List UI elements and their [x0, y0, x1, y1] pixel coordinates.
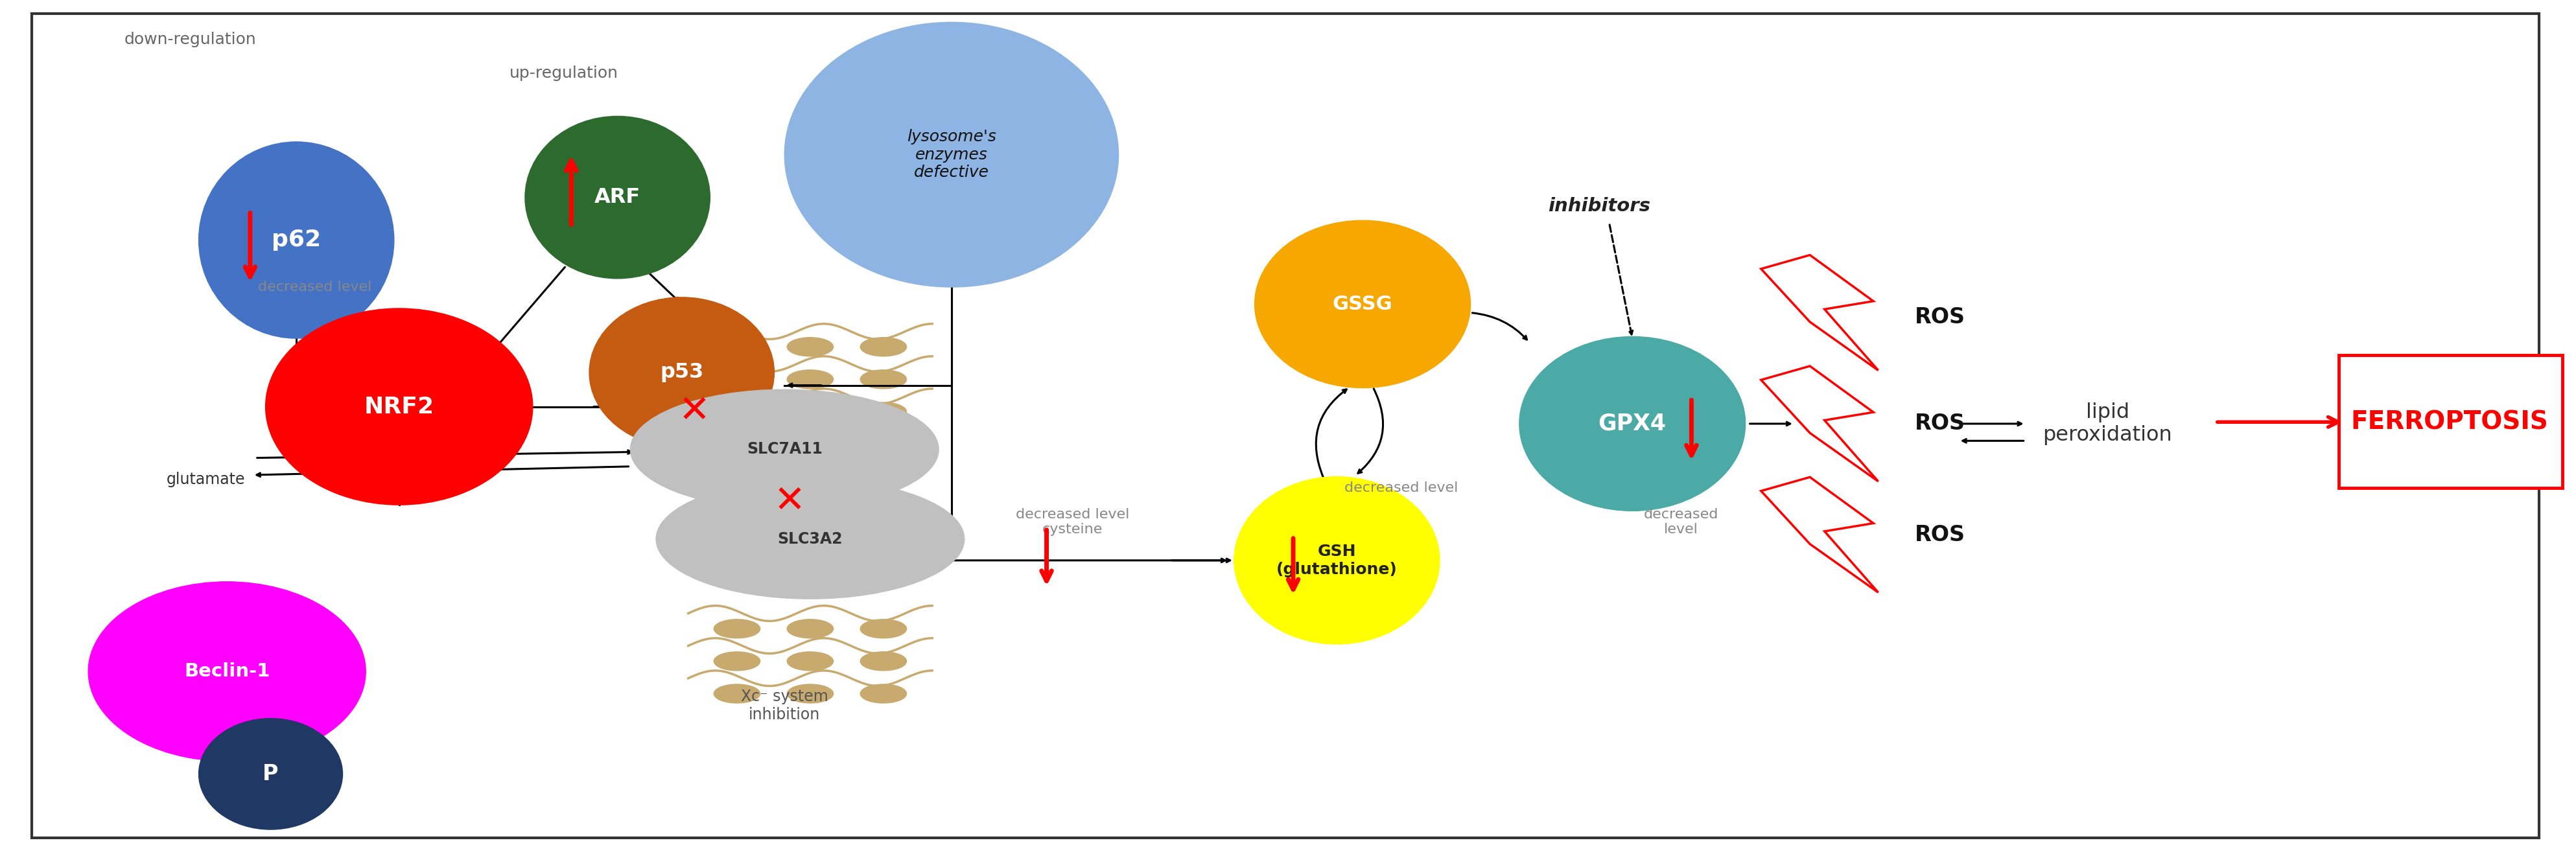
Ellipse shape — [265, 308, 533, 505]
Text: Xc⁻ system
inhibition: Xc⁻ system inhibition — [742, 689, 829, 722]
Text: SLC7A11: SLC7A11 — [747, 442, 822, 457]
Ellipse shape — [714, 370, 760, 389]
Text: ✕: ✕ — [677, 392, 711, 430]
Text: FERROPTOSIS: FERROPTOSIS — [2349, 410, 2548, 434]
Ellipse shape — [590, 297, 775, 448]
Ellipse shape — [788, 684, 832, 703]
Ellipse shape — [1520, 336, 1747, 511]
Text: decreased level: decreased level — [1345, 481, 1458, 494]
Ellipse shape — [526, 116, 711, 278]
FancyBboxPatch shape — [31, 14, 2540, 838]
Text: GPX4: GPX4 — [1597, 413, 1667, 435]
Text: decreased level: decreased level — [258, 281, 371, 294]
Text: ✕: ✕ — [773, 482, 806, 519]
Ellipse shape — [714, 620, 760, 638]
Ellipse shape — [1255, 221, 1471, 388]
Ellipse shape — [714, 651, 760, 670]
Ellipse shape — [631, 389, 938, 509]
Ellipse shape — [714, 684, 760, 703]
Text: Beclin-1: Beclin-1 — [183, 663, 270, 681]
Text: ARF: ARF — [595, 187, 641, 207]
Text: inhibitors: inhibitors — [1548, 197, 1651, 215]
Text: NRF2: NRF2 — [363, 395, 435, 418]
Ellipse shape — [788, 651, 832, 670]
Ellipse shape — [714, 402, 760, 421]
Ellipse shape — [788, 370, 832, 389]
Text: ROS: ROS — [1914, 524, 1965, 545]
Text: up-regulation: up-regulation — [510, 66, 618, 81]
Text: GSH
(glutathione): GSH (glutathione) — [1275, 544, 1396, 577]
Text: ROS: ROS — [1914, 413, 1965, 435]
Ellipse shape — [860, 651, 907, 670]
Text: down-regulation: down-regulation — [124, 32, 255, 47]
Ellipse shape — [860, 402, 907, 421]
Text: lipid
peroxidation: lipid peroxidation — [2043, 402, 2172, 445]
Text: p62: p62 — [270, 229, 322, 251]
Ellipse shape — [657, 479, 963, 599]
Text: SLC3A2: SLC3A2 — [778, 532, 842, 547]
Ellipse shape — [714, 337, 760, 356]
Ellipse shape — [788, 402, 832, 421]
Text: ROS: ROS — [1914, 306, 1965, 328]
Ellipse shape — [786, 22, 1118, 287]
Ellipse shape — [88, 582, 366, 761]
Ellipse shape — [860, 337, 907, 356]
Text: glutamate: glutamate — [167, 472, 245, 487]
Text: P: P — [263, 764, 278, 785]
Ellipse shape — [860, 684, 907, 703]
Ellipse shape — [198, 142, 394, 338]
Text: GSSG: GSSG — [1332, 294, 1394, 313]
Ellipse shape — [860, 370, 907, 389]
Ellipse shape — [788, 620, 832, 638]
Text: decreased level
cysteine: decreased level cysteine — [1015, 508, 1128, 536]
Text: p53: p53 — [659, 362, 703, 383]
Ellipse shape — [198, 718, 343, 829]
Text: lysosome's
enzymes
defective: lysosome's enzymes defective — [907, 129, 997, 181]
Ellipse shape — [788, 337, 832, 356]
Text: decreased
level: decreased level — [1643, 508, 1718, 536]
Ellipse shape — [1234, 477, 1440, 644]
FancyBboxPatch shape — [2339, 355, 2563, 488]
Ellipse shape — [860, 620, 907, 638]
